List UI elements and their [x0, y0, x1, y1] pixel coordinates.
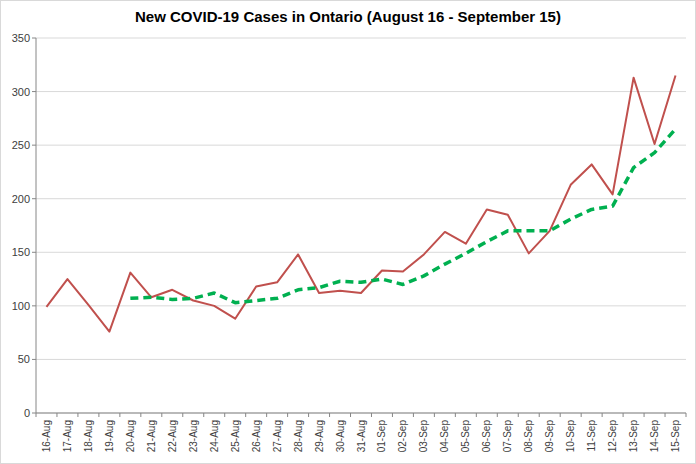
- x-tick: [392, 413, 393, 417]
- grid-line: [36, 359, 686, 360]
- y-tick-label: 100: [12, 300, 30, 312]
- x-tick: [287, 413, 288, 417]
- y-tick: [32, 252, 36, 253]
- y-tick: [32, 198, 36, 199]
- x-tick-label: 28-Aug: [293, 420, 304, 452]
- x-tick-label: 09-Sep: [544, 420, 555, 453]
- x-tick-label: 11-Sep: [586, 420, 597, 452]
- y-tick-label: 150: [12, 246, 30, 258]
- x-tick: [308, 413, 309, 417]
- x-tick-label: 12-Sep: [607, 420, 618, 453]
- x-tick: [581, 413, 582, 417]
- x-tick-label: 05-Sep: [460, 420, 471, 453]
- average-line: [130, 129, 675, 303]
- x-tick-label: 03-Sep: [418, 420, 429, 453]
- x-tick: [623, 413, 624, 417]
- x-tick: [140, 413, 141, 417]
- x-tick-label: 10-Sep: [565, 420, 576, 453]
- x-tick-label: 08-Sep: [523, 420, 534, 453]
- x-tick: [644, 413, 645, 417]
- x-tick-label: 04-Sep: [439, 420, 450, 453]
- x-tick-label: 02-Sep: [397, 420, 408, 453]
- x-tick-label: 29-Aug: [314, 420, 325, 452]
- x-tick-label: 07-Sep: [502, 420, 513, 453]
- x-tick-label: 26-Aug: [251, 420, 262, 452]
- x-tick: [98, 413, 99, 417]
- grid-line: [36, 38, 686, 39]
- x-tick: [245, 413, 246, 417]
- x-tick-label: 21-Aug: [146, 420, 157, 452]
- x-tick: [497, 413, 498, 417]
- x-tick: [434, 413, 435, 417]
- x-tick-label: 15-Sep: [670, 420, 681, 453]
- x-tick-label: 17-Aug: [62, 420, 73, 452]
- x-tick: [329, 413, 330, 417]
- x-tick-label: 22-Aug: [167, 420, 178, 452]
- x-tick: [602, 413, 603, 417]
- grid-line: [36, 91, 686, 92]
- x-tick-label: 14-Sep: [649, 420, 660, 453]
- x-tick: [266, 413, 267, 417]
- y-tick-label: 350: [12, 32, 30, 44]
- y-tick-label: 200: [12, 193, 30, 205]
- x-tick-label: 19-Aug: [104, 420, 115, 452]
- x-tick: [350, 413, 351, 417]
- x-tick-label: 24-Aug: [209, 420, 220, 452]
- x-tick: [203, 413, 204, 417]
- x-tick-label: 13-Sep: [628, 420, 639, 453]
- x-axis: [36, 413, 686, 414]
- x-tick-label: 18-Aug: [83, 420, 94, 452]
- y-tick: [32, 413, 36, 414]
- grid-line: [36, 305, 686, 306]
- y-tick-label: 0: [24, 407, 30, 419]
- x-tick-label: 25-Aug: [230, 420, 241, 452]
- grid-line: [36, 252, 686, 253]
- x-tick: [182, 413, 183, 417]
- x-tick: [455, 413, 456, 417]
- title: New COVID-19 Cases in Ontario (August 16…: [135, 8, 561, 25]
- chart: New COVID-19 Cases in Ontario (August 16…: [0, 0, 696, 464]
- x-tick-label: 20-Aug: [125, 420, 136, 452]
- x-tick: [371, 413, 372, 417]
- x-tick: [36, 413, 37, 417]
- cases-line: [46, 76, 675, 332]
- x-tick-label: 16-Aug: [41, 420, 52, 452]
- chart-frame: [1, 1, 696, 464]
- x-tick: [77, 413, 78, 417]
- y-tick-label: 250: [12, 139, 30, 151]
- x-tick: [686, 413, 687, 417]
- x-tick: [518, 413, 519, 417]
- y-tick-label: 50: [18, 353, 30, 365]
- x-tick: [539, 413, 540, 417]
- x-tick-label: 31-Aug: [356, 420, 367, 452]
- y-tick-label: 300: [12, 86, 30, 98]
- x-tick-label: 01-Sep: [376, 420, 387, 453]
- x-tick: [161, 413, 162, 417]
- grid-line: [36, 145, 686, 146]
- y-tick: [32, 38, 36, 39]
- x-tick-label: 30-Aug: [335, 420, 346, 452]
- x-tick: [665, 413, 666, 417]
- x-tick: [476, 413, 477, 417]
- x-tick: [56, 413, 57, 417]
- grid-line: [36, 413, 686, 414]
- y-tick: [32, 359, 36, 360]
- x-tick-label: 23-Aug: [188, 420, 199, 452]
- x-tick: [224, 413, 225, 417]
- plot-area: [46, 76, 675, 332]
- y-axis: [36, 38, 37, 413]
- y-tick: [32, 305, 36, 306]
- y-tick: [32, 145, 36, 146]
- x-tick: [560, 413, 561, 417]
- x-tick-label: 06-Sep: [481, 420, 492, 453]
- x-tick: [413, 413, 414, 417]
- grid-line: [36, 198, 686, 199]
- x-tick-label: 27-Aug: [272, 420, 283, 452]
- x-tick: [119, 413, 120, 417]
- y-tick: [32, 91, 36, 92]
